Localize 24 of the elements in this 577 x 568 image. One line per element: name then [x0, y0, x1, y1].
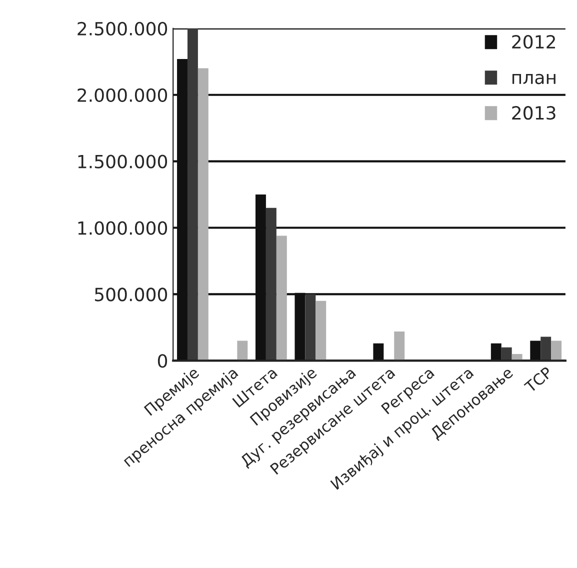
- bar: [551, 340, 562, 361]
- legend-label: план: [512, 74, 556, 84]
- bar: [501, 347, 512, 361]
- y-tick-label: 2.500.000: [78, 22, 168, 36]
- y-tick-label: 0: [158, 354, 168, 368]
- bar: [237, 340, 248, 361]
- bar: [373, 343, 384, 361]
- x-tick-label: ТСР: [524, 366, 554, 394]
- bar: [266, 208, 276, 361]
- bar: [276, 236, 287, 361]
- y-tick-label: 2.000.000: [78, 88, 168, 102]
- y-tick-label: 1.500.000: [78, 154, 168, 168]
- y-tick-label: 1.000.000: [78, 221, 168, 235]
- bar: [490, 343, 502, 361]
- bar: [187, 28, 198, 361]
- bar: [540, 336, 552, 361]
- bar: [530, 340, 541, 361]
- legend-label: 2013: [512, 106, 556, 120]
- bar: [394, 331, 405, 361]
- bar: [198, 68, 208, 361]
- y-tick-label: 500.000: [94, 288, 168, 302]
- legend-label: 2012: [512, 35, 555, 49]
- bar: [305, 294, 316, 361]
- bar: [316, 300, 326, 361]
